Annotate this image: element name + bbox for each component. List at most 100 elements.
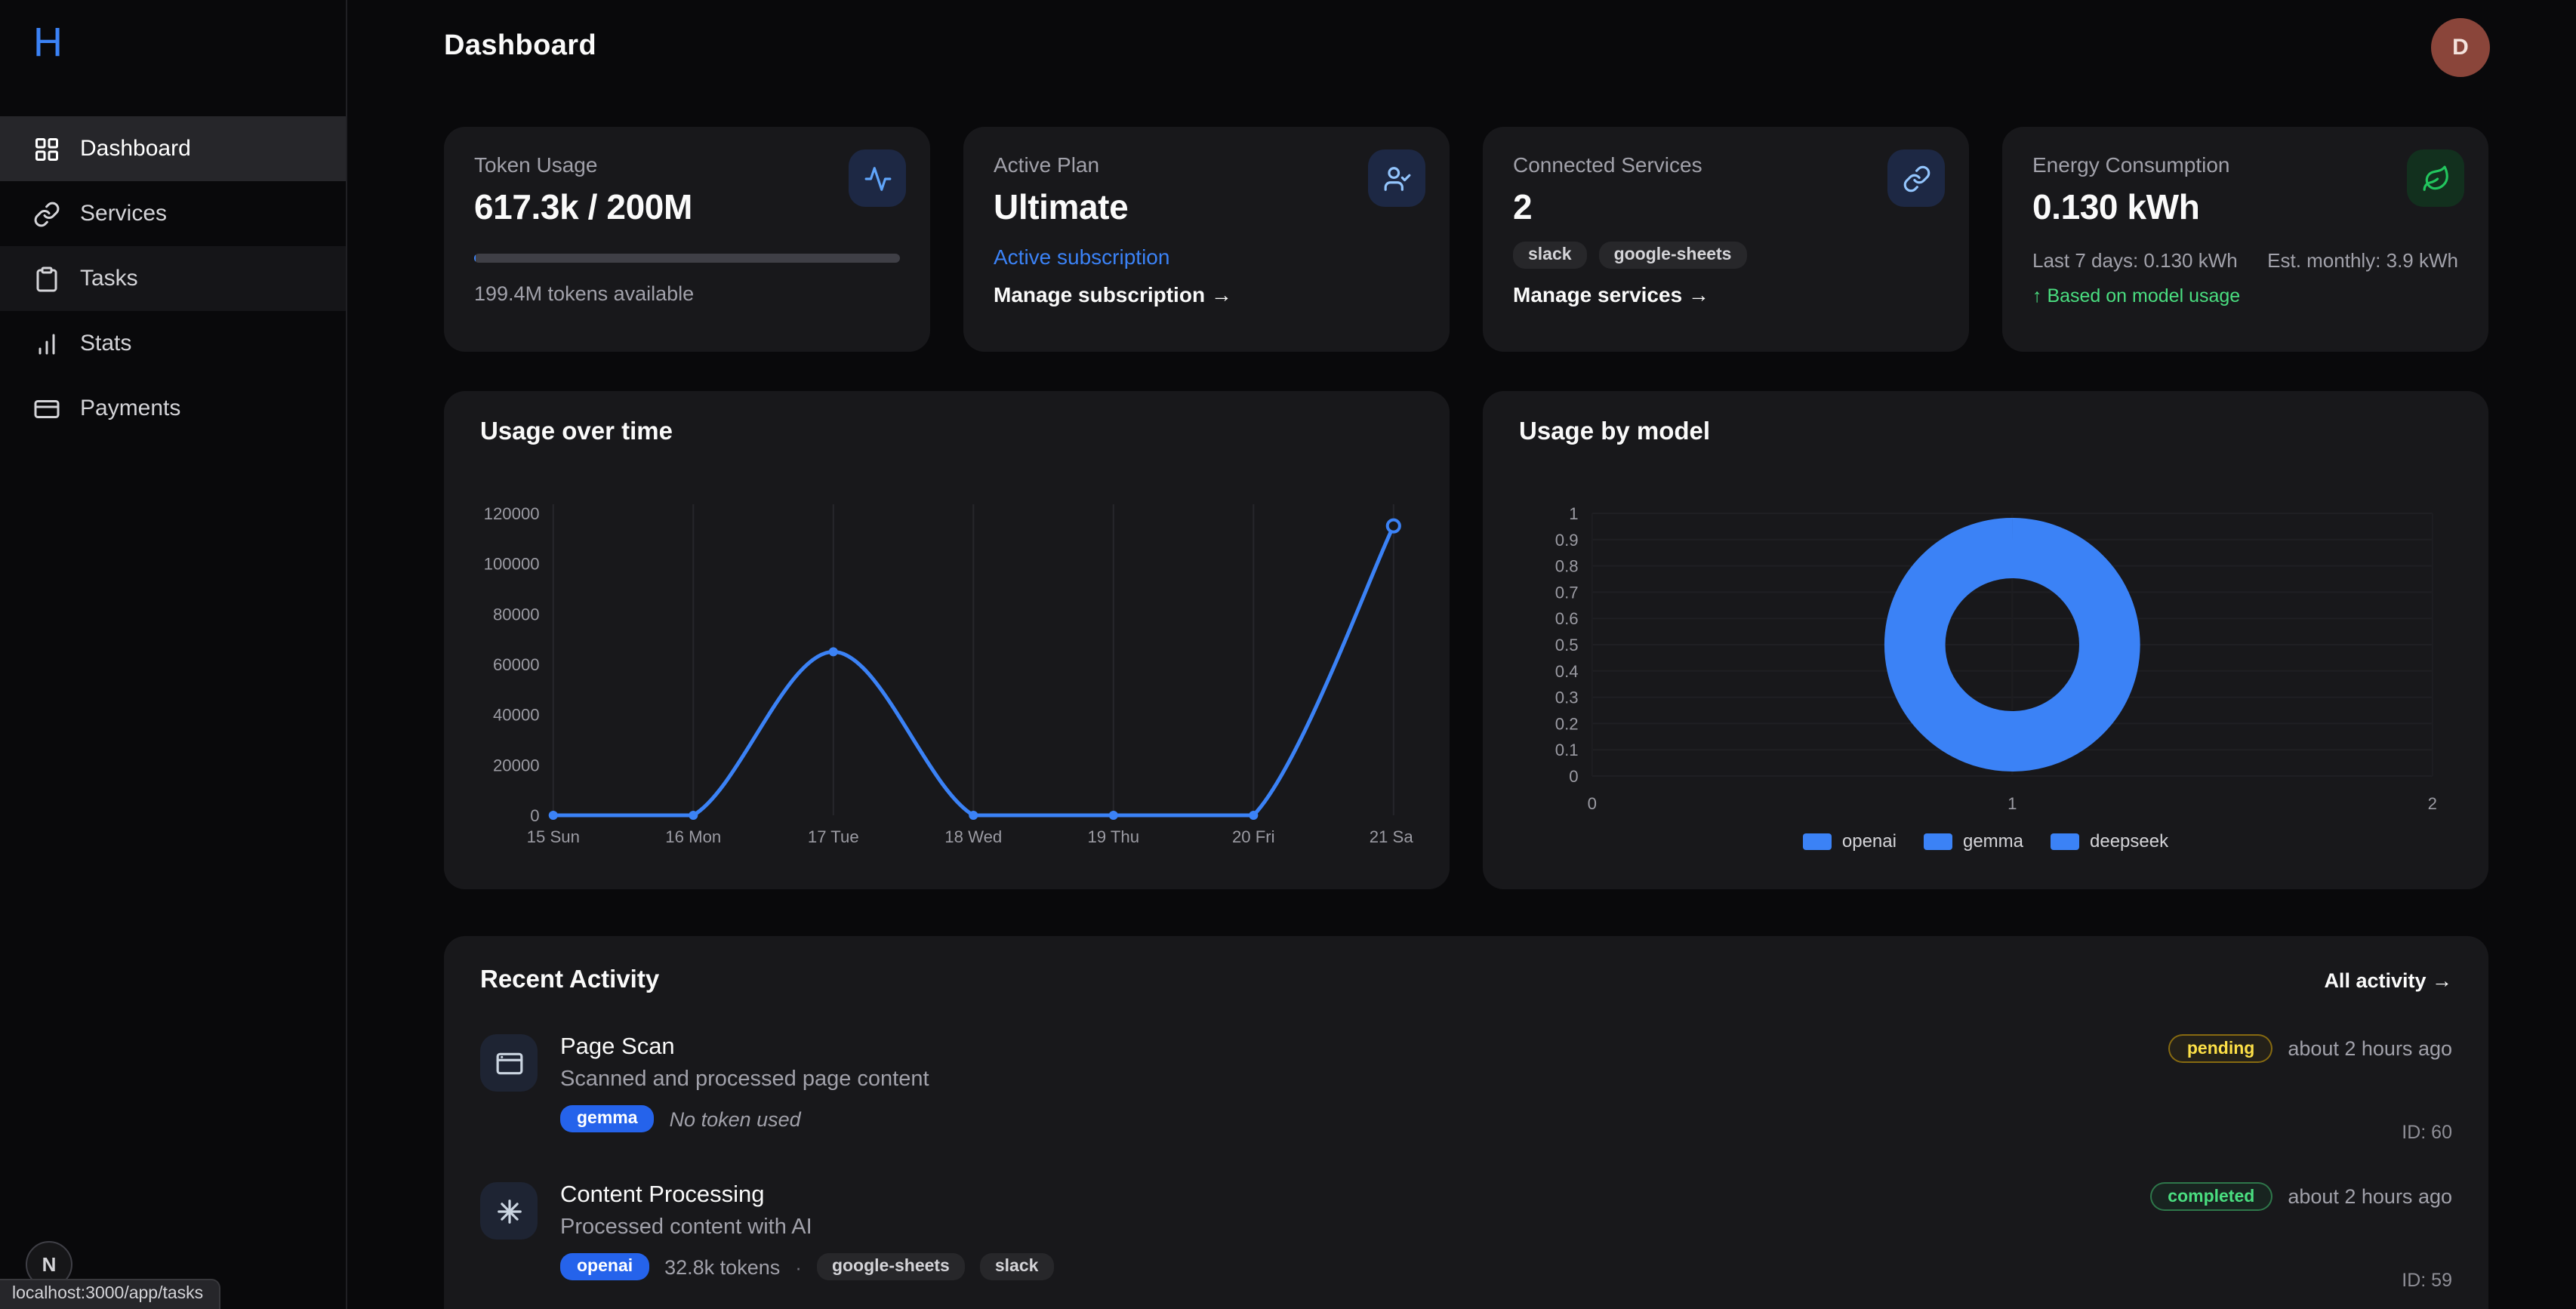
service-badge: slack — [1513, 242, 1587, 269]
svg-text:21 Sat: 21 Sat — [1370, 827, 1413, 846]
status-line: completed about 2 hours ago — [2149, 1182, 2452, 1211]
activity-body: Content Processing Processed content wit… — [560, 1182, 2149, 1280]
stat-cards-row: Token Usage 617.3k / 200M 199.4M tokens … — [444, 127, 2488, 352]
active-plan-card: Active Plan Ultimate Active subscription… — [963, 127, 1450, 352]
svg-text:2: 2 — [2428, 794, 2437, 813]
svg-text:15 Sun: 15 Sun — [527, 827, 580, 846]
sidebar-item-label: Payments — [80, 396, 181, 421]
svg-text:60000: 60000 — [493, 655, 540, 674]
svg-text:80000: 80000 — [493, 605, 540, 624]
avatar[interactable]: D — [2431, 17, 2490, 76]
status-bar-tooltip: localhost:3000/app/tasks — [0, 1279, 220, 1309]
activity-meta: gemma No token used — [560, 1105, 2169, 1132]
sidebar-item-dashboard[interactable]: Dashboard — [0, 116, 346, 181]
chart-legend: openai gemma deepseek — [1519, 830, 2452, 852]
model-badge: openai — [560, 1253, 650, 1280]
svg-text:100000: 100000 — [484, 555, 540, 574]
legend-label: gemma — [1962, 830, 2023, 852]
legend-swatch — [1802, 833, 1832, 849]
activity-icon — [849, 149, 906, 207]
energy-consumption-card: Energy Consumption 0.130 kWh Last 7 days… — [2002, 127, 2488, 352]
activity-item-description: Processed content with AI — [560, 1215, 812, 1240]
svg-text:17 Tue: 17 Tue — [808, 827, 859, 846]
service-badge: google-sheets — [1598, 242, 1747, 269]
legend-swatch — [2051, 833, 2079, 849]
sidebar-item-payments[interactable]: Payments — [0, 376, 346, 441]
svg-text:0.6: 0.6 — [1555, 609, 1579, 628]
status-line: pending about 2 hours ago — [2168, 1034, 2452, 1063]
svg-text:18 Wed: 18 Wed — [944, 827, 1002, 846]
svg-text:1: 1 — [2007, 794, 2017, 813]
grid-icon — [33, 135, 60, 162]
legend-item: openai — [1802, 830, 1897, 852]
activity-body: Page Scan Scanned and processed page con… — [560, 1034, 2169, 1132]
svg-text:0.8: 0.8 — [1555, 557, 1579, 576]
stat-value: 617.3k / 200M — [474, 187, 692, 226]
sidebar-item-tasks[interactable]: Tasks — [0, 246, 346, 311]
active-subscription-link[interactable]: Active subscription — [994, 245, 1170, 269]
app-window-icon — [480, 1034, 538, 1092]
link-icon — [1887, 149, 1945, 207]
service-badges: slack google-sheets — [1513, 242, 1939, 269]
svg-text:0.4: 0.4 — [1555, 662, 1579, 681]
sidebar-item-stats[interactable]: Stats — [0, 311, 346, 376]
token-usage-card: Token Usage 617.3k / 200M 199.4M tokens … — [444, 127, 930, 352]
leaf-icon — [2407, 149, 2464, 207]
manage-services-link[interactable]: Manage services → — [1513, 282, 1709, 306]
charts-row: Usage over time 15 Sun 16 Mon 17 Tue 18 Wed… — [444, 391, 2488, 889]
link-icon — [33, 200, 60, 227]
usage-by-model-chart: 0 0.1 0.2 0.3 0.4 0.5 0.6 0.7 0.8 0.9 1 0 1 2 — [1519, 462, 2452, 821]
activity-id: ID: 60 — [2402, 1122, 2452, 1143]
recent-activity-title: Recent Activity — [480, 966, 660, 993]
stat-label: Token Usage — [474, 152, 598, 177]
main-area: Dashboard D Token Usage 617.3k / 200M 19… — [347, 0, 2576, 1309]
bar-chart-icon — [33, 330, 60, 357]
stat-label: Energy Consumption — [2032, 152, 2230, 177]
service-badge: slack — [979, 1253, 1054, 1280]
service-badge: google-sheets — [816, 1253, 965, 1280]
connected-services-card: Connected Services 2 slack google-sheets… — [1483, 127, 1969, 352]
svg-text:0.5: 0.5 — [1555, 636, 1579, 654]
chart-title: Usage over time — [480, 418, 673, 445]
activity-right: pending about 2 hours ago ID: 60 — [2168, 1034, 2452, 1143]
sidebar-item-services[interactable]: Services — [0, 181, 346, 246]
stat-value: 2 — [1513, 187, 1533, 226]
usage-over-time-card: Usage over time 15 Sun 16 Mon 17 Tue 18 Wed… — [444, 391, 1450, 889]
header: Dashboard D — [347, 0, 2576, 94]
sidebar-nav: Dashboard Services Tasks Stats — [0, 116, 346, 441]
manage-subscription-link[interactable]: Manage subscription → — [994, 282, 1232, 306]
status-badge: pending — [2168, 1034, 2273, 1063]
recent-activity-card: Recent Activity All activity → Page Scan… — [444, 936, 2488, 1309]
sidebar-item-label: Tasks — [80, 266, 138, 291]
sidebar-item-label: Dashboard — [80, 136, 191, 162]
stat-label: Connected Services — [1513, 152, 1702, 177]
token-usage-progress — [474, 254, 900, 263]
activity-time: about 2 hours ago — [2288, 1185, 2452, 1208]
svg-text:120000: 120000 — [484, 504, 540, 523]
svg-text:20 Fri: 20 Fri — [1232, 827, 1275, 846]
svg-text:0.9: 0.9 — [1555, 531, 1579, 550]
svg-text:16 Mon: 16 Mon — [665, 827, 721, 846]
stat-value: Ultimate — [994, 187, 1129, 226]
svg-text:0.2: 0.2 — [1555, 714, 1579, 733]
svg-text:0.3: 0.3 — [1555, 688, 1579, 707]
activity-item-description: Scanned and processed page content — [560, 1067, 929, 1092]
app-logo[interactable]: H — [33, 20, 63, 65]
energy-note: ↑ Based on model usage — [2032, 285, 2241, 306]
sidebar-item-label: Services — [80, 201, 168, 226]
page-title: Dashboard — [444, 30, 597, 62]
model-badge: gemma — [560, 1105, 655, 1132]
all-activity-link[interactable]: All activity → — [2324, 969, 2452, 992]
credit-card-icon — [33, 395, 60, 422]
tokens-text: 32.8k tokens — [664, 1255, 781, 1278]
usage-over-time-chart: 15 Sun 16 Mon 17 Tue 18 Wed 19 Thu 20 Fri 21 S… — [480, 462, 1413, 852]
energy-monthly: Est. monthly: 3.9 kWh — [2267, 249, 2458, 272]
legend-swatch — [1923, 833, 1952, 849]
usage-by-model-card: Usage by model 0 0.1 0.2 0.3 0.4 0.5 0.6 0.7 0.8… — [1483, 391, 2488, 889]
legend-label: deepseek — [2090, 830, 2169, 852]
activity-item: Content Processing Processed content wit… — [480, 1182, 2452, 1291]
tokens-available-text: 199.4M tokens available — [474, 282, 695, 305]
token-usage-progress-fill — [474, 254, 476, 263]
activity-item: Page Scan Scanned and processed page con… — [480, 1034, 2452, 1143]
activity-right: completed about 2 hours ago ID: 59 — [2149, 1182, 2452, 1291]
